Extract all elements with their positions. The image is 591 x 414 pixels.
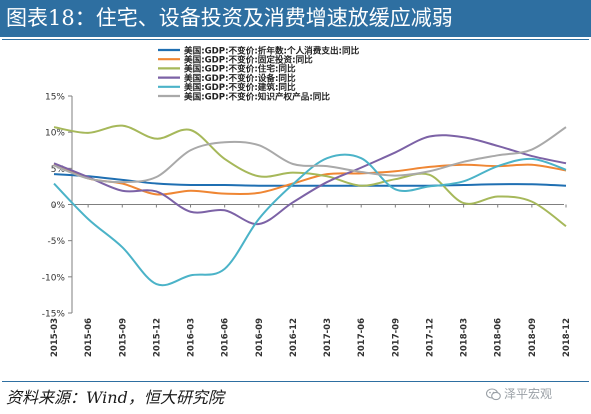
series-line-3 [53,124,567,228]
series-line-1 [53,173,567,187]
x-tick-label: 2016-03 [187,318,197,357]
x-tick-label: 2017-12 [425,318,435,357]
legend-label-5: 美国:GDP:不变价:建筑:同比 [184,81,296,93]
bottom-divider [2,381,589,382]
series-line-2 [53,163,567,196]
watermark: 泽平宏观 [486,385,552,402]
x-tick-label: 2017-09 [391,318,401,357]
chart-title: 图表18：住宅、设备投资及消费增速放缓应减弱 [0,0,591,37]
y-tick-label: 15% [45,93,65,103]
y-tick-label: -5% [47,237,65,247]
x-tick-label: 2017-06 [357,318,367,357]
legend-label-2: 美国:GDP:不变价:固定投资:同比 [184,54,313,66]
x-tick-label: 2015-03 [50,318,60,357]
x-tick-label: 2018-06 [494,318,504,357]
x-tick-label: 2016-06 [221,318,231,357]
legend-label-3: 美国:GDP:不变价:住宅:同比 [184,63,296,75]
x-tick-label: 2016-12 [289,318,299,357]
legend-label-4: 美国:GDP:不变价:设备:同比 [184,72,296,84]
series-line-6 [53,126,567,184]
y-tick-label: -15% [42,310,66,320]
x-tick-label: 2018-12 [562,318,572,357]
y-tick-label: 10% [45,129,65,139]
x-tick-label: 2017-03 [323,318,333,357]
x-tick-label: 2015-09 [118,318,128,357]
y-tick-label: 5% [51,165,66,175]
series-line-4 [53,134,567,226]
x-tick-label: 2015-12 [152,318,162,357]
series-line-5 [53,153,567,287]
x-tick-label: 2018-03 [460,318,470,357]
x-tick-label: 2015-06 [84,318,94,357]
legend-label-6: 美国:GDP:不变价:知识产权产品:同比 [184,90,330,102]
source-note: 资料来源：Wind，恒大研究院 [6,388,224,407]
x-tick-label: 2016-09 [255,318,265,357]
watermark-label: 泽平宏观 [504,387,553,401]
y-tick-label: -10% [42,273,66,283]
top-divider [2,39,589,40]
x-tick-label: 2018-09 [528,318,538,357]
legend-label-1: 美国:GDP:不变价:折年数:个人消费支出:同比 [184,44,360,56]
wechat-icon [486,388,501,401]
y-tick-label: 0% [51,201,66,211]
